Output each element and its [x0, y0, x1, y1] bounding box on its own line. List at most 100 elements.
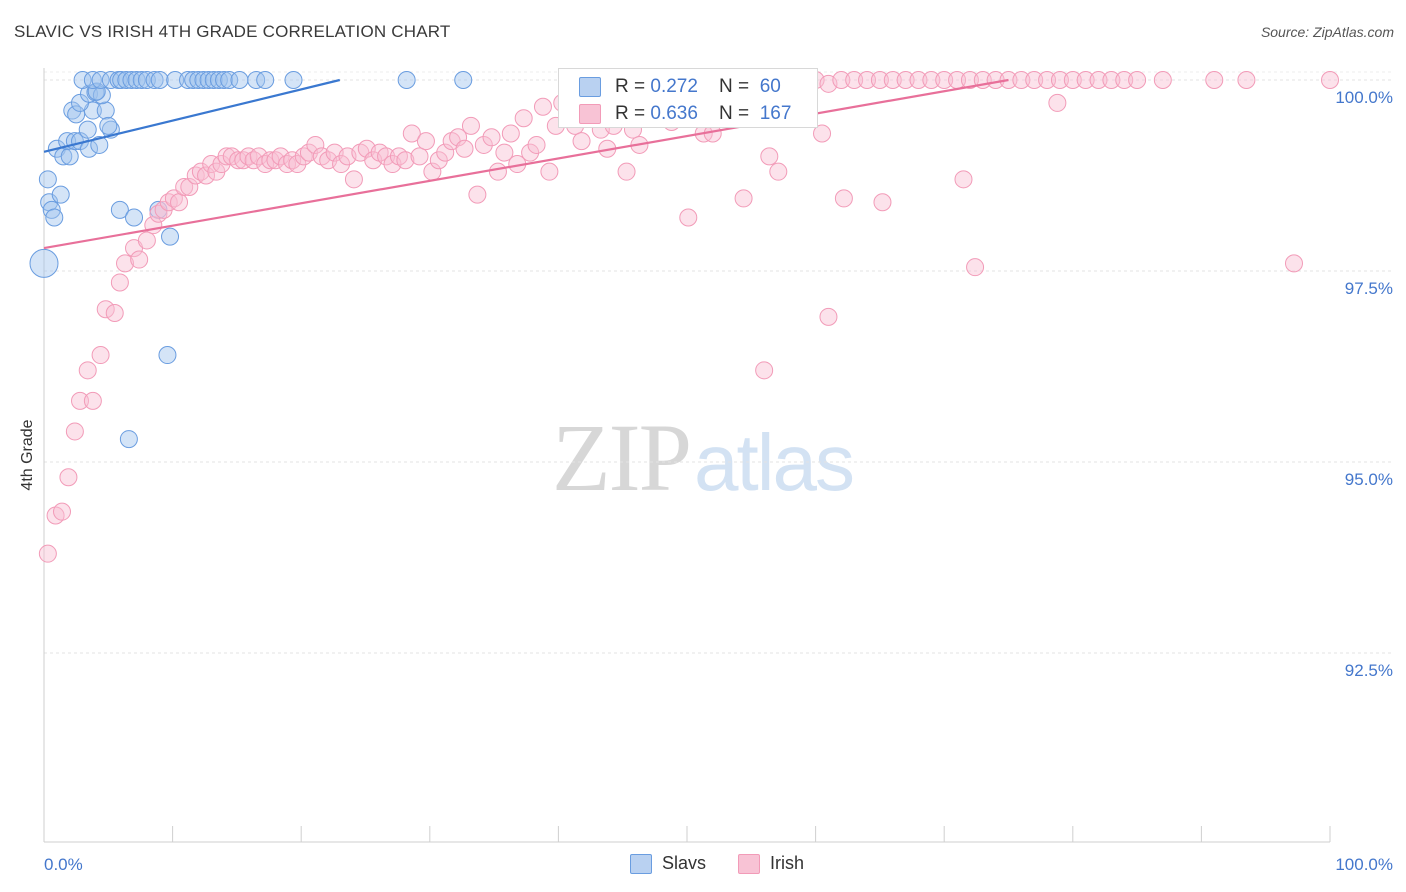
irish-legend-swatch	[738, 854, 760, 874]
irish-swatch	[579, 104, 601, 124]
watermark-zip: ZIP	[552, 404, 692, 511]
trend-lines	[43, 78, 1009, 250]
slavs-point-8	[60, 147, 79, 166]
irish-point-144	[1128, 71, 1147, 89]
irish-point-79	[521, 143, 540, 162]
irish-point-15	[137, 231, 156, 250]
irish-point-14	[130, 250, 149, 269]
slavs-point-37	[145, 71, 164, 89]
irish-point-23	[180, 177, 199, 196]
irish-point-153	[873, 193, 892, 212]
slavs-point-40	[179, 71, 198, 89]
irish-point-30	[217, 147, 236, 166]
irish-point-152	[834, 189, 853, 208]
slavs-point-47	[215, 71, 234, 89]
irish-point-2	[53, 502, 72, 521]
slavs-point-27	[83, 71, 102, 89]
irish-point-135	[1012, 71, 1031, 89]
irish-point-70	[461, 116, 480, 135]
irish-point-148	[1321, 71, 1339, 89]
irish-point-7	[78, 361, 97, 380]
slavs-point-0	[29, 248, 59, 278]
irish-legend-label: Irish	[770, 853, 805, 873]
irish-point-138	[1050, 71, 1069, 89]
tick-labels: 92.5% 95.0% 97.5% 100.0% 0.0% 100.0%	[44, 88, 1393, 874]
slavs-r-value: 0.272	[650, 76, 698, 97]
irish-point-123	[858, 71, 877, 89]
irish-point-126	[896, 71, 915, 89]
slavs-point-53	[397, 71, 416, 89]
slavs-point-54	[454, 71, 473, 89]
slavs-point-49	[230, 71, 249, 89]
irish-point-43	[288, 155, 307, 174]
slavs-point-60	[119, 430, 138, 449]
slavs-point-44	[199, 71, 218, 89]
irish-point-94	[617, 162, 636, 181]
irish-point-72	[474, 135, 493, 154]
irish-point-81	[533, 97, 552, 116]
legend-text-slavs: R = 0.272 N = 60	[615, 76, 781, 98]
slavs-point-52	[284, 71, 303, 89]
irish-point-78	[514, 109, 533, 128]
slavs-point-14	[90, 135, 109, 154]
slavs-point-4	[45, 208, 64, 227]
irish-point-40	[271, 147, 290, 166]
irish-point-131	[960, 71, 979, 89]
irish-point-32	[229, 151, 248, 170]
irish-point-154	[954, 170, 973, 189]
slavs-point-51	[256, 71, 275, 89]
irish-point-63	[416, 132, 435, 151]
irish-point-155	[679, 208, 698, 227]
irish-point-68	[449, 128, 468, 147]
irish-point-65	[429, 151, 448, 170]
y-tick-label-1: 95.0%	[1345, 470, 1393, 489]
irish-point-74	[488, 162, 507, 181]
irish-point-10	[105, 304, 124, 323]
irish-point-139	[1063, 71, 1082, 89]
slavs-point-26	[73, 71, 92, 89]
irish-point-143	[1115, 71, 1134, 89]
irish-point-6	[83, 391, 102, 410]
slavs-point-38	[150, 71, 169, 89]
slavs-point-33	[122, 71, 141, 89]
irish-point-36	[249, 147, 268, 166]
irish-point-87	[572, 132, 591, 151]
irish-point-82	[540, 162, 559, 181]
irish-point-146	[1205, 71, 1224, 89]
irish-r-value: 0.636	[650, 103, 698, 124]
irish-point-57	[377, 147, 396, 166]
irish-point-145	[1153, 71, 1172, 89]
irish-point-75	[495, 143, 514, 162]
slavs-point-34	[127, 71, 146, 89]
slavs-point-25	[87, 82, 106, 101]
irish-point-11	[110, 273, 129, 292]
slavs-point-55	[110, 200, 129, 219]
watermark-atlas: atlas	[694, 418, 855, 507]
irish-point-4	[65, 422, 84, 441]
irish-point-22	[175, 177, 194, 196]
y-tick-label-0: 92.5%	[1345, 661, 1393, 680]
irish-n-value: 167	[759, 103, 792, 124]
slavs-point-43	[194, 71, 213, 89]
irish-point-128	[922, 71, 941, 89]
irish-r-label: R =	[615, 103, 651, 124]
slavs-point-41	[184, 71, 203, 89]
slavs-r-label: R =	[615, 76, 651, 97]
irish-point-76	[501, 124, 520, 143]
irish-trend-line	[43, 78, 1009, 250]
irish-point-38	[261, 151, 280, 170]
series-legend: Slavs Irish	[0, 852, 1406, 876]
irish-point-125	[883, 71, 902, 89]
slavs-point-42	[189, 71, 208, 89]
irish-point-160	[755, 361, 774, 380]
x-tick-label-1: 100.0%	[1335, 855, 1393, 874]
slavs-legend-swatch	[630, 854, 652, 874]
slavs-point-19	[96, 101, 115, 120]
correlation-legend: R = 0.272 N = 60 R = 0.636 N = 167	[558, 68, 818, 128]
irish-point-21	[170, 193, 189, 212]
irish-point-80	[527, 135, 546, 154]
irish-point-151	[734, 189, 753, 208]
irish-point-140	[1076, 71, 1095, 89]
slavs-n-value: 60	[759, 76, 781, 97]
irish-points	[38, 71, 1339, 563]
